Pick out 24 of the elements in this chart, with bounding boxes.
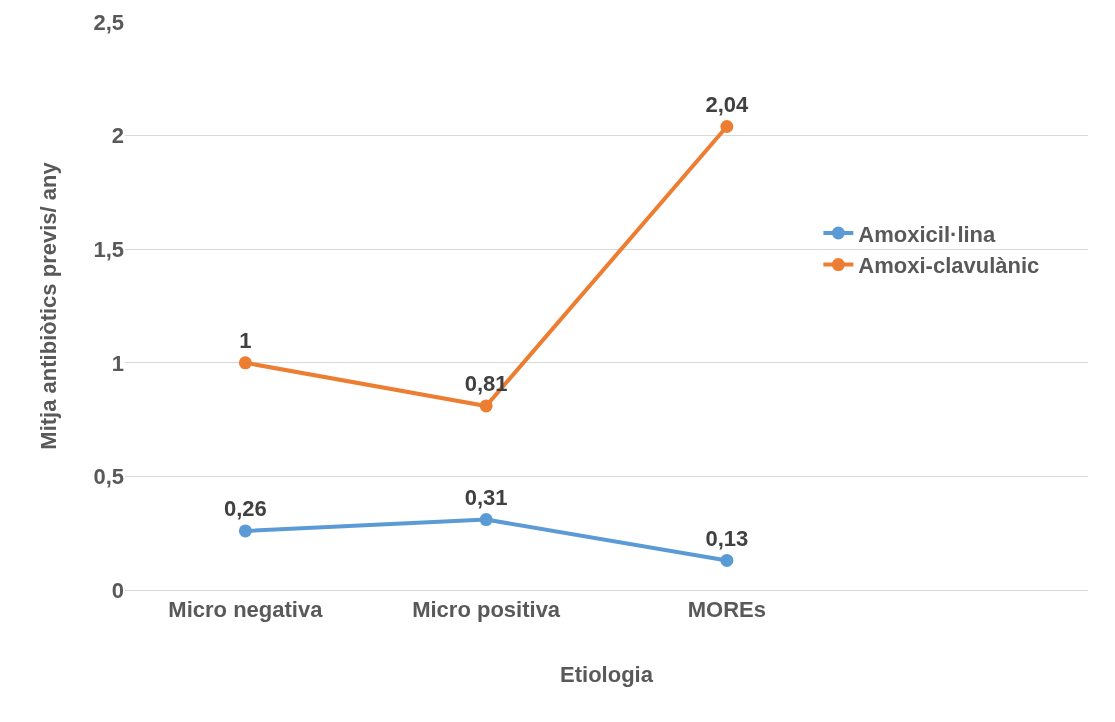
y-tick-label: 2 xyxy=(111,123,124,149)
data-label: 2,04 xyxy=(705,91,750,117)
y-tick-label: 0 xyxy=(111,577,124,603)
data-label: 0,13 xyxy=(705,525,749,551)
y-tick-label: 0,5 xyxy=(93,464,124,490)
data-label: 0,26 xyxy=(223,496,267,522)
x-axis-title: Etiologia xyxy=(560,662,654,688)
x-tick-label: MOREs xyxy=(687,597,767,623)
y-axis-title: Mitja antibiòtics previs/ any xyxy=(36,161,62,450)
point xyxy=(720,120,734,133)
point xyxy=(238,356,252,370)
point xyxy=(720,553,734,567)
data-label: 0,31 xyxy=(464,484,508,510)
y-tick-label: 1 xyxy=(111,350,124,376)
y-tick-label: 1,5 xyxy=(93,236,124,262)
x-tick-label: Micro negativa xyxy=(168,597,324,623)
x-tick-label: Micro positiva xyxy=(412,597,561,623)
point xyxy=(479,399,493,413)
point xyxy=(479,513,493,527)
data-label: 1 xyxy=(239,328,252,354)
legend-label: Amoxicil·lina xyxy=(858,221,997,247)
legend-label: Amoxi-clavulànic xyxy=(858,253,1040,279)
y-tick-label: 2,5 xyxy=(93,9,124,35)
point xyxy=(238,524,252,538)
